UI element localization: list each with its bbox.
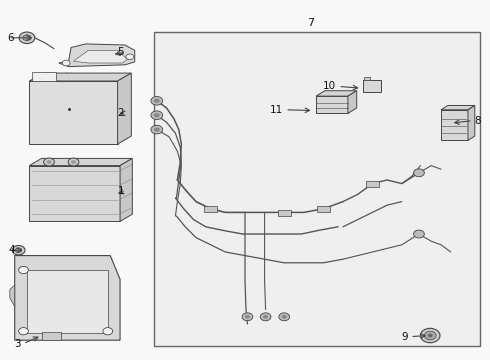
Circle shape — [263, 315, 268, 319]
Text: 2: 2 — [117, 108, 124, 118]
Circle shape — [282, 315, 287, 319]
Circle shape — [19, 32, 35, 44]
Circle shape — [151, 111, 163, 120]
Polygon shape — [468, 105, 475, 140]
Polygon shape — [15, 256, 120, 340]
Bar — [364, 77, 370, 80]
Circle shape — [428, 334, 433, 337]
Circle shape — [71, 160, 76, 164]
Bar — [366, 181, 379, 187]
Circle shape — [414, 169, 424, 177]
Circle shape — [47, 160, 51, 164]
Circle shape — [242, 313, 253, 321]
Polygon shape — [348, 91, 357, 113]
Circle shape — [154, 127, 160, 132]
Bar — [278, 210, 291, 216]
Polygon shape — [29, 81, 118, 144]
Circle shape — [151, 125, 163, 134]
Text: 6: 6 — [7, 33, 14, 43]
Polygon shape — [32, 72, 56, 81]
Circle shape — [12, 246, 25, 255]
Polygon shape — [23, 35, 31, 41]
Polygon shape — [29, 73, 131, 81]
Polygon shape — [316, 96, 348, 113]
Bar — [317, 206, 330, 212]
Polygon shape — [316, 91, 357, 96]
Circle shape — [279, 313, 290, 321]
Polygon shape — [441, 110, 468, 140]
Text: 1: 1 — [117, 186, 124, 196]
Polygon shape — [74, 50, 127, 63]
Circle shape — [19, 266, 28, 274]
Bar — [42, 332, 61, 340]
Circle shape — [126, 54, 134, 60]
Circle shape — [245, 315, 250, 319]
Text: 10: 10 — [322, 81, 336, 91]
Circle shape — [151, 96, 163, 105]
Polygon shape — [29, 166, 120, 221]
Circle shape — [44, 158, 54, 166]
Circle shape — [103, 328, 113, 335]
Polygon shape — [10, 285, 15, 306]
Circle shape — [420, 328, 440, 343]
Polygon shape — [118, 73, 131, 144]
Circle shape — [62, 60, 70, 66]
Polygon shape — [441, 105, 475, 110]
Circle shape — [424, 331, 436, 340]
Bar — [27, 270, 108, 333]
Text: 4: 4 — [8, 245, 15, 255]
Text: 9: 9 — [401, 332, 408, 342]
Polygon shape — [120, 158, 132, 221]
Text: 3: 3 — [14, 339, 21, 349]
Circle shape — [260, 313, 271, 321]
Text: 8: 8 — [474, 116, 481, 126]
Text: ~: ~ — [64, 69, 73, 80]
Polygon shape — [29, 158, 132, 166]
Polygon shape — [16, 248, 22, 253]
Circle shape — [154, 99, 160, 103]
Text: 11: 11 — [270, 105, 283, 115]
Bar — [154, 32, 480, 346]
Text: 5: 5 — [117, 47, 124, 57]
Bar — [363, 80, 381, 92]
Circle shape — [19, 328, 28, 335]
Circle shape — [154, 113, 160, 117]
Circle shape — [414, 230, 424, 238]
Circle shape — [68, 158, 79, 166]
Bar — [204, 206, 217, 212]
Text: 7: 7 — [308, 18, 315, 28]
Polygon shape — [59, 44, 135, 67]
